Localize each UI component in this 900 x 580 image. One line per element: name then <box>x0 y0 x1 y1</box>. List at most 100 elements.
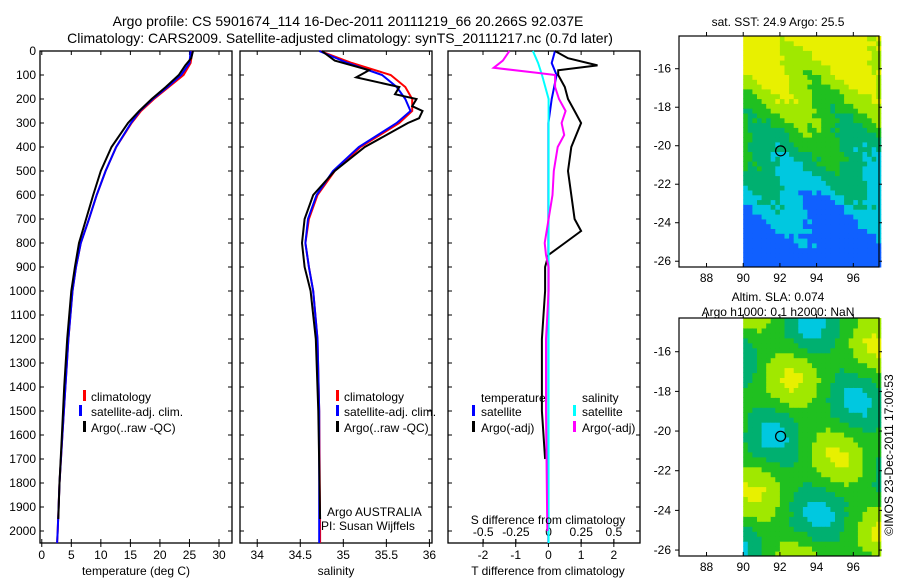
map-cell <box>857 511 863 517</box>
map-cell <box>844 199 850 205</box>
map-cell <box>757 117 763 124</box>
map-cell <box>807 64 813 71</box>
map-cell <box>784 151 790 157</box>
map-cell <box>761 146 767 152</box>
map-cell <box>839 521 845 527</box>
map-cell <box>793 180 799 186</box>
map-cell <box>779 531 785 537</box>
map-cell <box>835 185 841 191</box>
map-cell <box>862 127 868 133</box>
map-cell <box>821 223 827 229</box>
map-cell <box>816 536 822 542</box>
map-cell <box>747 471 753 478</box>
map-cell <box>830 98 836 104</box>
map-cell <box>830 437 836 443</box>
map-cell <box>779 382 785 388</box>
map-cell <box>784 156 790 162</box>
map-cell <box>830 165 836 172</box>
map-cell <box>821 247 827 254</box>
lon-tick-label: 94 <box>810 560 824 574</box>
map-cell <box>862 461 868 468</box>
map-cell <box>752 521 758 527</box>
map-cell <box>789 146 795 152</box>
map-cell <box>775 456 781 463</box>
map-cell <box>793 491 799 497</box>
map-cell <box>825 69 831 75</box>
map-cell <box>766 55 772 61</box>
map-cell <box>857 417 863 423</box>
map-cell <box>821 262 827 268</box>
map-cell <box>844 93 850 100</box>
map-cell <box>743 511 749 517</box>
map-cell <box>839 323 845 329</box>
map-cell <box>798 170 804 177</box>
map-cell <box>743 382 749 388</box>
map-cell <box>857 531 863 537</box>
sla-map-title: Altim. SLA: 0.074 <box>732 290 825 304</box>
map-cell <box>766 516 772 522</box>
map-cell <box>825 122 831 128</box>
map-cell <box>747 223 753 229</box>
map-cell <box>848 93 854 100</box>
x-tick-label: 30 <box>212 548 226 562</box>
map-cell <box>802 372 808 378</box>
map-cell <box>857 501 863 507</box>
map-cell <box>871 456 877 463</box>
map-cell <box>867 108 873 114</box>
map-cell <box>857 442 863 448</box>
map-cell <box>779 151 785 157</box>
map-cell <box>867 327 873 334</box>
map-cell <box>871 113 877 119</box>
map-cell <box>793 392 799 398</box>
map-cell <box>825 476 831 483</box>
map-cell <box>862 501 868 507</box>
map-cell <box>766 36 772 42</box>
map-cell <box>853 60 859 66</box>
map-cell <box>775 526 781 532</box>
map-cell <box>816 318 822 324</box>
map-cell <box>862 45 868 51</box>
map-cell <box>816 521 822 527</box>
map-cell <box>853 536 859 542</box>
map-cell <box>839 412 845 418</box>
map-cell <box>775 84 781 90</box>
map-cell <box>752 74 758 80</box>
map-cell <box>844 141 850 148</box>
map-cell <box>848 323 854 329</box>
map-cell <box>784 456 790 463</box>
map-cell <box>853 252 859 258</box>
map-cell <box>862 84 868 90</box>
map-cell <box>789 486 795 493</box>
map-cell <box>857 342 863 349</box>
map-cell <box>853 342 859 349</box>
map-cell <box>839 506 845 512</box>
map-cell <box>789 247 795 254</box>
map-cell <box>857 427 863 433</box>
map-cell <box>743 486 749 493</box>
map-cell <box>743 199 749 205</box>
map-cell <box>807 417 813 423</box>
map-cell <box>793 257 799 263</box>
map-cell <box>798 69 804 75</box>
map-cell <box>848 546 854 552</box>
map-cell <box>752 137 758 143</box>
map-cell <box>867 79 873 85</box>
map-cell <box>798 531 804 537</box>
map-cell <box>848 536 854 542</box>
map-cell <box>807 113 813 119</box>
map-cell <box>825 132 831 138</box>
map-cell <box>779 262 785 268</box>
map-cell <box>807 471 813 478</box>
map-cell <box>862 506 868 512</box>
map-cell <box>779 407 785 413</box>
map-cell <box>798 117 804 124</box>
map-cell <box>766 342 772 349</box>
map-cell <box>871 491 877 497</box>
map-cell <box>766 185 772 191</box>
map-cell <box>812 412 818 418</box>
map-cell <box>821 481 827 488</box>
map-cell <box>853 481 859 488</box>
map-cell <box>830 161 836 167</box>
map-cell <box>839 36 845 42</box>
map-cell <box>867 223 873 229</box>
